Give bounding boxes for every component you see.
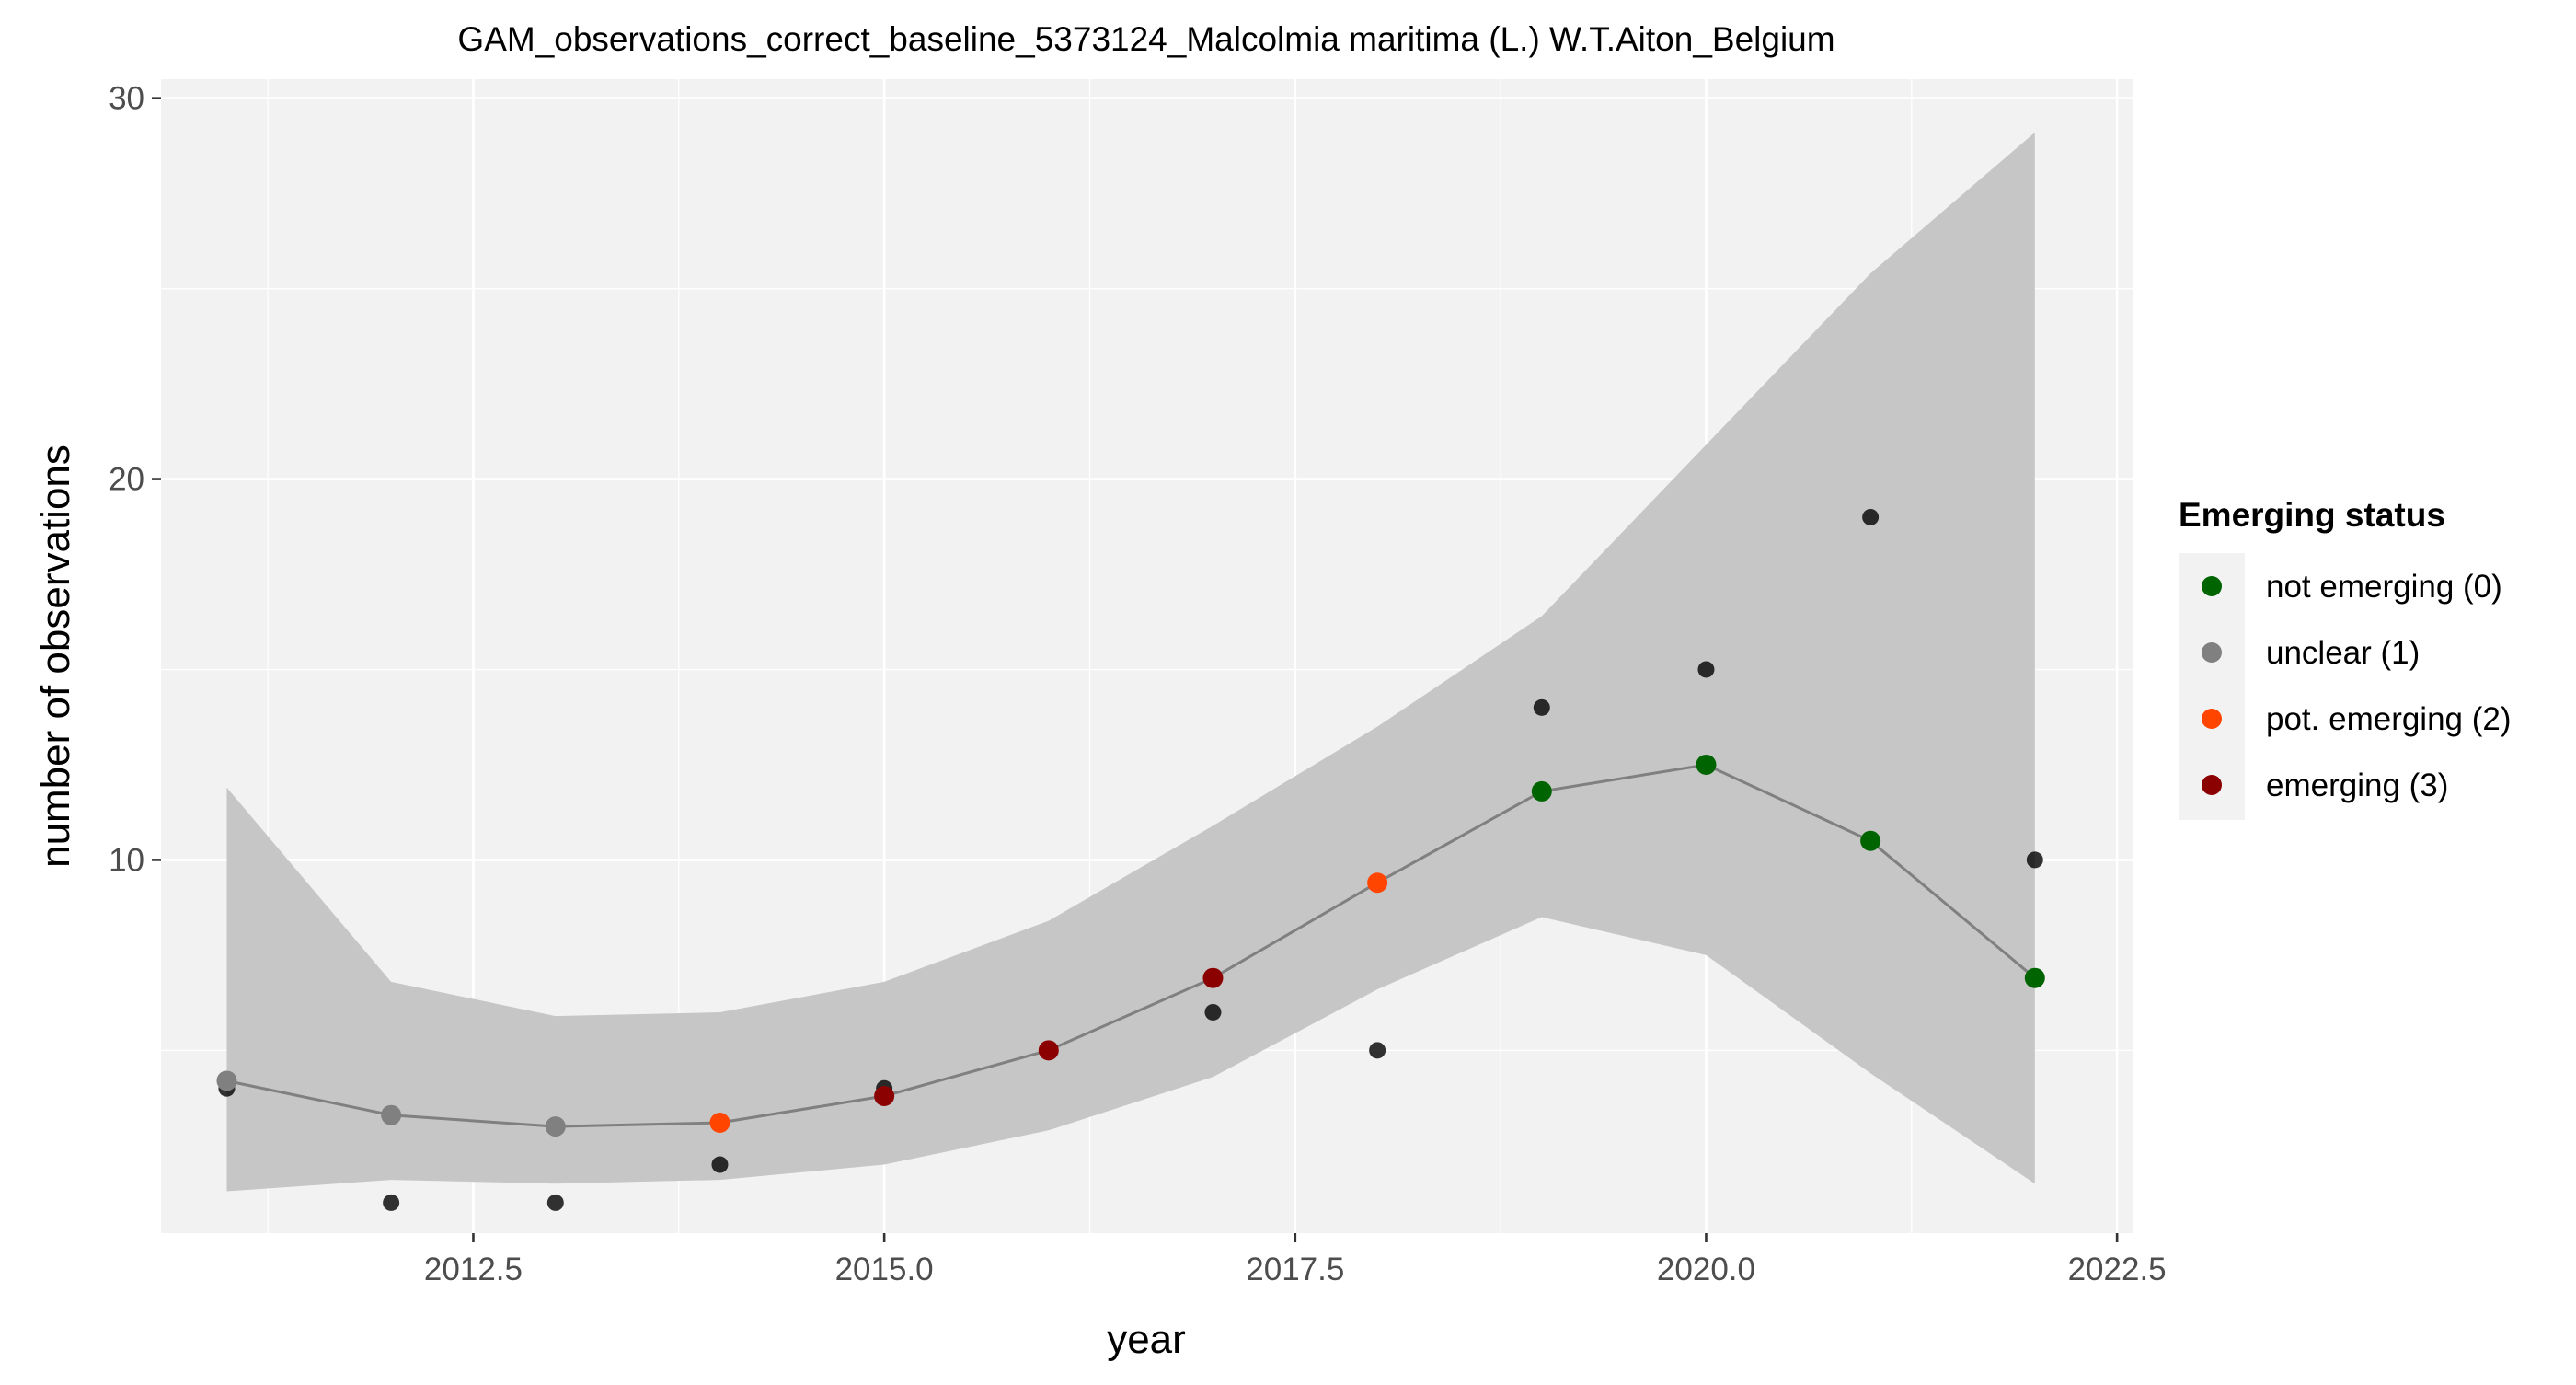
observation-point (1862, 508, 1880, 525)
fit-point-pot-emerging (709, 1112, 730, 1133)
legend-key-emerging (2202, 775, 2222, 795)
fit-point-not-emerging (2024, 967, 2045, 988)
fit-point-emerging (874, 1086, 895, 1107)
x-axis-label: year (1107, 1317, 1186, 1362)
fit-point-not-emerging (1696, 754, 1717, 775)
fit-point-unclear (545, 1116, 566, 1137)
legend-key-pot-emerging (2202, 709, 2222, 729)
y-tick-label: 20 (109, 462, 144, 498)
fit-point-emerging (1038, 1040, 1059, 1061)
observation-point (1204, 1003, 1222, 1021)
legend-label: emerging (3) (2266, 768, 2448, 803)
fit-points-layer (216, 754, 2045, 1137)
legend-key-unclear (2202, 642, 2222, 663)
fit-point-pot-emerging (1367, 872, 1388, 894)
x-tick-label: 2017.5 (1246, 1252, 1344, 1287)
observation-point (711, 1156, 729, 1173)
confidence-band-layer (226, 132, 2035, 1192)
fit-point-emerging (1202, 967, 1224, 988)
x-tick-label: 2012.5 (424, 1252, 523, 1287)
legend-items: not emerging (0) unclear (1) pot. emerging… (2202, 569, 2512, 803)
fit-point-not-emerging (1860, 830, 1881, 851)
fit-point-unclear (381, 1104, 402, 1125)
legend-label: pot. emerging (2) (2266, 701, 2512, 737)
legend-label: not emerging (0) (2266, 569, 2502, 605)
fit-point-unclear (216, 1070, 237, 1091)
legend-key-not-emerging (2202, 576, 2222, 596)
y-tick-label: 30 (109, 81, 144, 117)
x-axis: 2012.5 2015.0 2017.5 2020.0 2022.5 (424, 1233, 2167, 1287)
gam-fit-line (226, 763, 2036, 1128)
observation-point (1697, 661, 1715, 678)
observation-point (1369, 1042, 1386, 1059)
x-tick-label: 2022.5 (2068, 1252, 2167, 1287)
y-axis-label: number of observations (33, 444, 78, 868)
fit-point-not-emerging (1531, 780, 1552, 802)
observation-point (2026, 851, 2043, 869)
x-tick-label: 2020.0 (1657, 1252, 1755, 1287)
confidence-band (226, 132, 2035, 1192)
y-axis: 10 20 30 (109, 81, 161, 878)
gam-line-layer (226, 763, 2036, 1128)
legend-title: Emerging status (2179, 496, 2445, 534)
y-tick-label: 10 (109, 842, 144, 878)
observation-point (383, 1194, 400, 1211)
x-tick-label: 2015.0 (835, 1252, 934, 1287)
observation-point (546, 1194, 564, 1211)
legend: Emerging status not emerging (0) unclear … (2179, 496, 2512, 820)
legend-label: unclear (1) (2266, 635, 2420, 671)
observation-point (1533, 698, 1550, 716)
chart-title: GAM_observations_correct_baseline_537312… (457, 20, 1834, 58)
